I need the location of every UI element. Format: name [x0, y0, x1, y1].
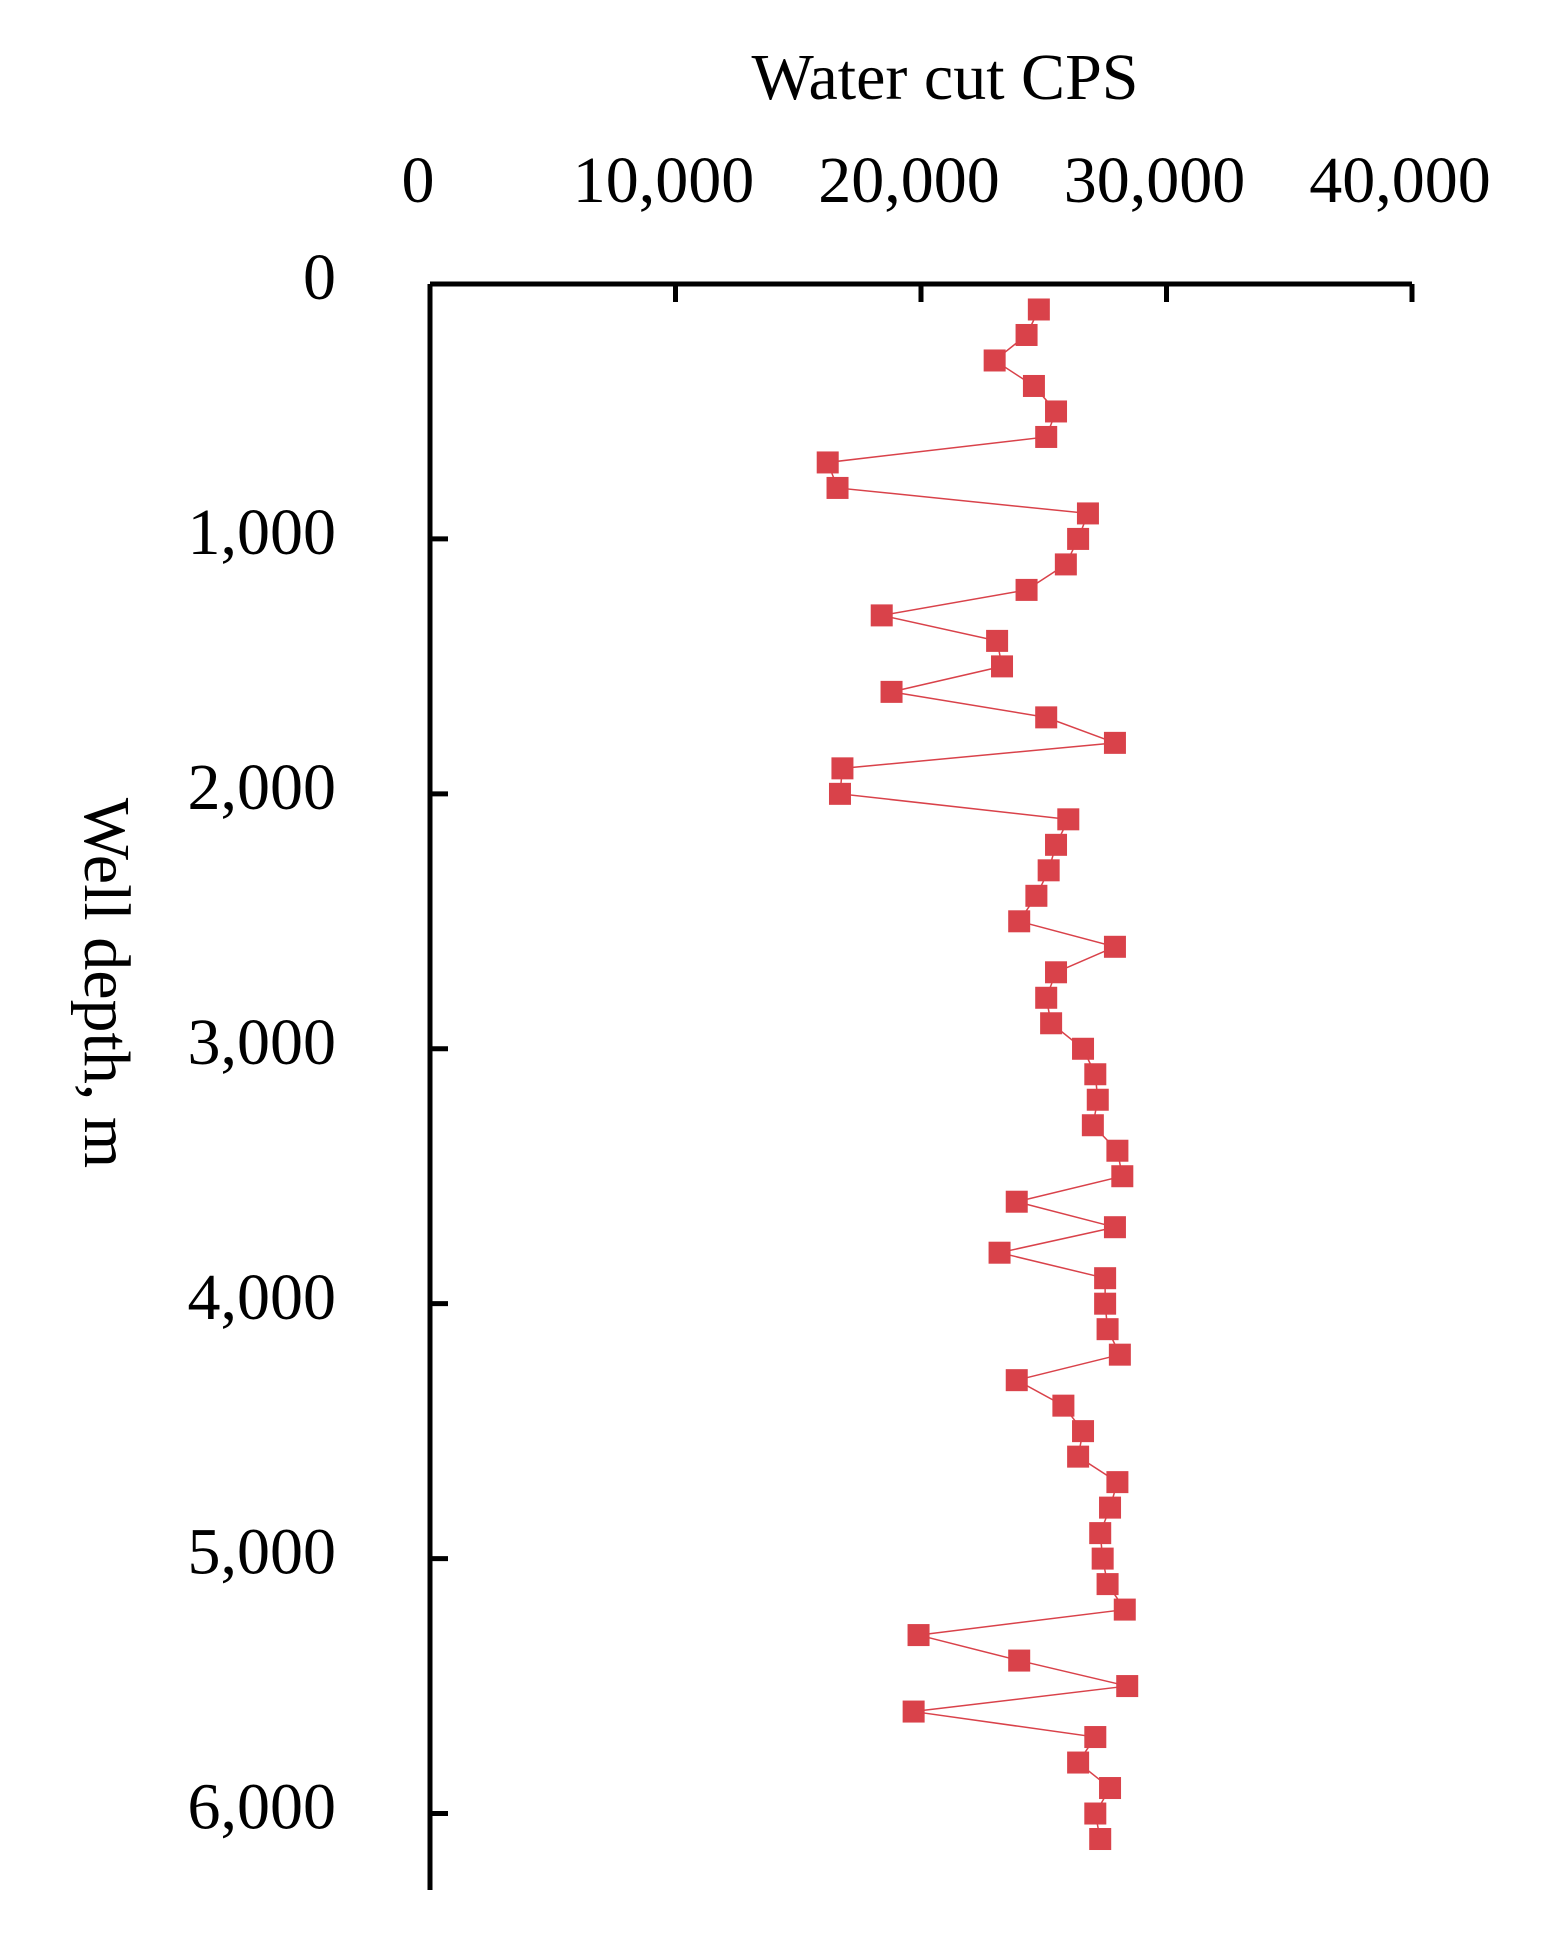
marker	[828, 782, 851, 805]
marker	[1081, 1114, 1104, 1137]
x-tick-label: 40,000	[1309, 144, 1491, 217]
marker	[1072, 1420, 1095, 1443]
marker	[1015, 578, 1038, 601]
marker	[1037, 859, 1060, 882]
marker	[986, 629, 1009, 652]
marker	[1086, 1088, 1109, 1111]
chart-title: Water cut CPS	[752, 41, 1139, 114]
marker	[1025, 884, 1048, 907]
marker	[1099, 1777, 1122, 1800]
y-axis-label: Well depth, m	[70, 798, 143, 1168]
marker	[1054, 553, 1077, 576]
marker	[1111, 1165, 1134, 1188]
y-tick-label: 1,000	[188, 496, 337, 569]
x-tick-label: 10,000	[573, 144, 755, 217]
marker	[1067, 1445, 1090, 1468]
marker	[988, 1241, 1011, 1264]
marker	[1103, 1216, 1126, 1239]
marker	[1113, 1598, 1136, 1621]
marker	[870, 604, 893, 627]
marker	[1106, 1139, 1129, 1162]
marker	[1040, 1012, 1063, 1035]
marker	[1072, 1037, 1095, 1060]
marker	[1057, 808, 1080, 831]
marker	[1084, 1726, 1107, 1749]
marker	[1076, 502, 1099, 525]
x-tick-label: 20,000	[818, 144, 1000, 217]
marker	[1108, 1343, 1131, 1366]
marker	[1106, 1471, 1129, 1494]
marker	[816, 451, 839, 474]
marker	[907, 1624, 930, 1647]
y-tick-label: 4,000	[188, 1261, 337, 1334]
y-tick-label: 6,000	[188, 1771, 337, 1844]
y-tick-label: 5,000	[188, 1516, 337, 1589]
marker	[1067, 527, 1090, 550]
marker	[1089, 1828, 1112, 1851]
marker	[1096, 1318, 1119, 1341]
x-tick-label: 0	[402, 144, 435, 217]
marker	[1052, 1394, 1075, 1417]
marker	[1035, 706, 1058, 729]
marker	[1045, 400, 1068, 423]
marker	[1008, 910, 1031, 933]
y-tick-label: 2,000	[188, 751, 337, 824]
marker	[1091, 1547, 1114, 1570]
marker	[1035, 986, 1058, 1009]
marker	[826, 476, 849, 499]
marker	[1084, 1802, 1107, 1825]
marker	[1096, 1573, 1119, 1596]
marker	[880, 680, 903, 703]
marker	[1008, 1649, 1031, 1672]
marker	[1005, 1369, 1028, 1392]
x-tick-label: 30,000	[1064, 144, 1246, 217]
marker	[983, 349, 1006, 372]
marker	[1067, 1751, 1090, 1774]
marker	[1015, 323, 1038, 346]
marker	[1027, 298, 1050, 321]
marker	[1094, 1267, 1117, 1290]
marker	[1089, 1522, 1112, 1545]
marker	[1094, 1292, 1117, 1315]
marker	[1045, 833, 1068, 856]
marker	[1103, 935, 1126, 958]
marker	[1035, 425, 1058, 448]
marker	[1084, 1063, 1107, 1086]
marker	[1099, 1496, 1122, 1519]
y-tick-label: 3,000	[188, 1006, 337, 1079]
marker	[902, 1700, 925, 1723]
marker	[1103, 731, 1126, 754]
marker	[1116, 1675, 1139, 1698]
y-tick-label: 0	[303, 241, 336, 314]
marker	[831, 757, 854, 780]
marker	[1005, 1190, 1028, 1213]
marker	[1045, 961, 1068, 984]
marker	[991, 655, 1014, 678]
marker	[1022, 374, 1045, 397]
